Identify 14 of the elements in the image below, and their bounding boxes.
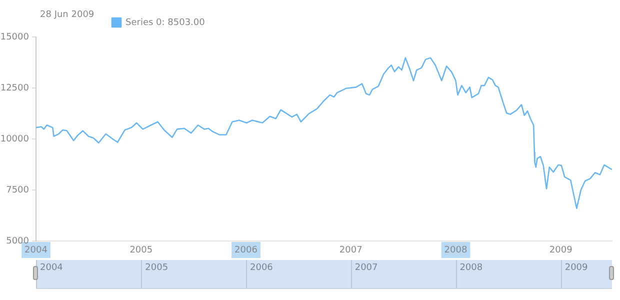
- y-tick-label: 15000: [0, 32, 30, 42]
- x-tick-label: 2007: [339, 246, 362, 256]
- x-tick-label: 2005: [130, 246, 153, 256]
- y-tick-label: 10000: [0, 134, 30, 144]
- scrollbar: 2004 2005 2006 2007 2008 2009: [36, 260, 612, 289]
- x-tick-label: 2008: [444, 246, 468, 256]
- x-tick-label: 2004: [24, 246, 48, 256]
- y-tick-label: 5000: [6, 236, 30, 246]
- y-tick-label: 7500: [6, 185, 30, 196]
- text: 28 Jun 2009: [40, 10, 94, 20]
- y-tick-label: 12500: [0, 83, 30, 94]
- legend-label: Series 0: 8503.00: [126, 18, 206, 28]
- x-tick-label: 2009: [549, 246, 573, 256]
- x-tick-label: 2006: [234, 246, 258, 256]
